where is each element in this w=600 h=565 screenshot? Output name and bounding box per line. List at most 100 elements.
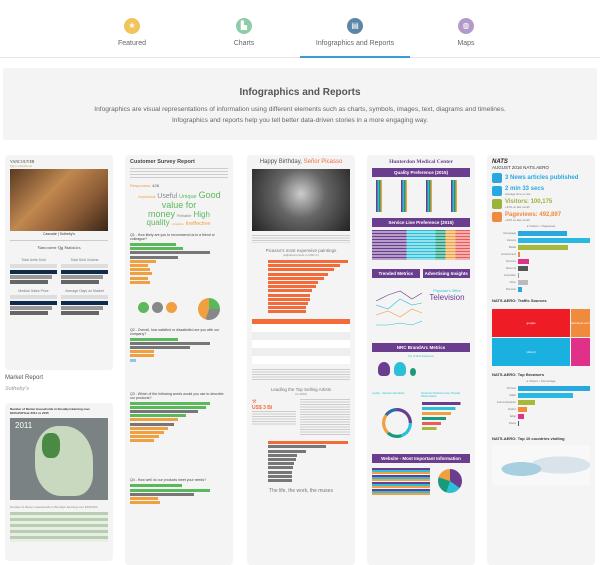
hunterdon-report-card[interactable]: Hunterdon Medical Center Quality Prefere… [367,155,475,565]
bar-label: Services [506,259,516,263]
property-type-select[interactable] [10,295,57,299]
bar-label: Edge [509,414,516,418]
bar [518,230,567,236]
bar [518,244,569,250]
stats-panel: Median Sales Price [10,289,57,316]
gavel-icon: ⚒ [252,399,257,406]
stats-panel: Total Units Sold [10,258,57,285]
kpi-value: 2 min 33 secs [505,186,545,192]
cloud-word: Unique [179,194,197,200]
bar [130,422,174,426]
card-author: Sotheby's [5,386,29,392]
bar-row: Innovation [492,272,590,278]
bar [518,385,590,391]
trended-metrics-chart [375,290,423,326]
bar [268,301,308,305]
bar-label: Chrome [506,386,516,390]
bar [518,392,574,398]
kpi-value: Pageviews: 492,897 [505,212,562,218]
tab-charts[interactable]: ▙ Charts [212,0,276,58]
differentiators-title: Hunterdon Medical Center Hospital Differ… [421,392,460,398]
countries-title: NATS.AERO: Top 10 countries visiting [492,436,565,441]
brooklyn-map: 2011 [10,418,108,500]
bar [130,435,159,439]
question-2: Q2 - Overall, how satisfied or dissatisf… [130,327,220,336]
bar [268,458,296,461]
bar-row: About us [492,265,590,271]
section-website-information: Website - Most Important Information [372,454,470,463]
property-type-select[interactable] [10,264,57,268]
bar [518,413,524,419]
bar [518,406,528,412]
bar-label: Innovation [504,273,516,277]
brooklyn-report-card[interactable]: Number of Renter Households in Brooklyn … [5,403,113,561]
question-4: Q4 - How well do our products meet your … [130,478,207,483]
word-cloud: Impractical Useful Unique Good value for mo… [130,191,228,227]
bar [268,449,307,453]
kpi: Pageviews: 492,897 +20% on last month [492,212,590,222]
bar [518,272,519,278]
bar-label: Careers [506,238,516,242]
bar [130,426,169,430]
property-type-select[interactable] [61,264,108,268]
market-report-card[interactable]: VANCOUVER Qg Comparison Cascade | Sotheb… [5,155,113,370]
report-title: Hunterdon Medical Center [389,159,453,165]
cloud-word: Useful [157,193,178,200]
section-service-line: Service Line Preference (2015) [372,218,470,227]
bar [268,466,293,470]
bar [268,264,340,268]
bar [130,484,182,488]
property-type-select[interactable] [61,295,108,299]
logo: Cascade | Sotheby's [43,232,75,236]
bar [130,496,158,500]
report-icon: ▤ [347,18,363,34]
service-line-chart [372,230,470,260]
star-icon: ★ [124,18,140,34]
nats-report-card[interactable]: NATS AUGUST 2016 NATS.AERO 3 News articl… [487,155,595,565]
bar [130,243,177,246]
section-header: Infographics and Reports Infographics ar… [3,68,597,140]
tab-maps[interactable]: ◍ Maps [434,0,498,58]
category-tabs: ★ Featured ▙ Charts ▤ Infographics and Repo… [0,0,600,58]
bar [130,430,164,434]
loyalty-title: Loyalty - Selection Sensitivity [372,392,405,395]
user-icon [492,199,502,209]
panel-title: Total Sold Volume [70,258,99,262]
question-1: Q1 - How likely are you to recommend us … [130,233,215,241]
bar-row: Discover [492,286,590,292]
bar [268,478,292,482]
paintings-table [252,319,350,365]
tab-featured[interactable]: ★ Featured [100,0,164,58]
bar-label: Internet Explorer [496,400,516,404]
bar [130,341,210,345]
paintings-chart-subtitle: (adjusted prices in USD m) [283,253,319,257]
customer-survey-card[interactable]: Customer Survey Report Responses: 426 Im… [125,155,233,565]
bar [130,501,161,505]
report-title: Number of Renter Households in Brooklyn … [10,407,90,415]
differentiators-chart [422,402,470,444]
bar [268,260,348,263]
tab-infographics-and-reports[interactable]: ▤ Infographics and Reports [300,0,410,58]
question-3: Q3 - Which of the following words would … [130,391,224,400]
picasso-infographic-card[interactable]: Happy Birthday, Señor Picasso Picasso's … [247,155,355,565]
bar [518,251,521,257]
page-title: Infographics and Reports [239,87,361,98]
survey-title: Customer Survey Report [130,159,195,165]
card-title[interactable]: Market Report [5,375,44,381]
browsers-title: NATS.AERO: Top Browsers [492,372,545,377]
bar [268,268,334,272]
bar [130,346,190,350]
bar [130,276,148,280]
bar-label: Other [509,280,517,284]
paintings-chart-title: Picasso's most expensive paintings [265,248,337,253]
bar [130,280,150,284]
legend-percentage: Percentage [541,379,556,383]
eye-icon [492,212,502,222]
cloud-word: Unstable [171,221,184,226]
bar [268,276,324,280]
bar-row: Firefox [492,406,590,412]
cloud-word: Good value for money [148,190,221,219]
legend-pageviews: Pageviews [541,224,556,228]
bar-label: Opera [508,421,516,425]
countries-map[interactable] [492,445,590,485]
